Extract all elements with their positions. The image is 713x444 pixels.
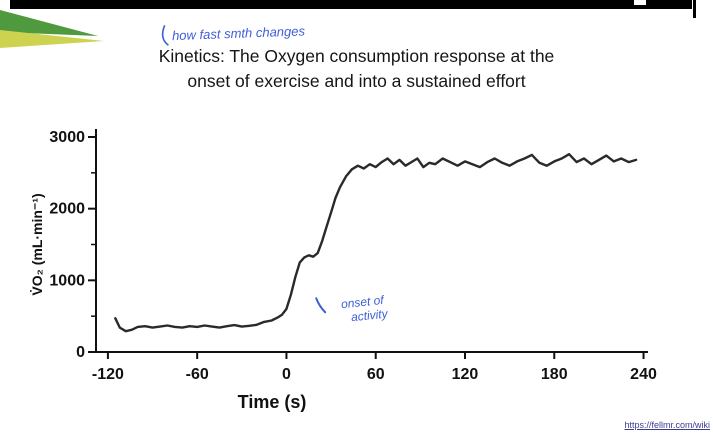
x-axis-label: Time (s): [238, 392, 307, 412]
y-tick-label: 0: [76, 344, 85, 361]
top-banner-notch: [634, 0, 646, 5]
onset-mark: [315, 297, 327, 314]
vo2-series-line: [114, 153, 638, 333]
x-tick-label: 0: [282, 366, 291, 383]
source-link[interactable]: https://fellmr.com/wiki: [624, 420, 710, 430]
y-tick-label: 1000: [49, 272, 85, 289]
onset-annotation-text: onset of: [340, 293, 386, 312]
top-banner-bar: [10, 0, 692, 9]
slide-right-edge: [693, 0, 696, 18]
x-tick-label: -60: [186, 366, 209, 383]
x-tick-label: 180: [541, 366, 568, 383]
y-tick-label: 2000: [49, 201, 85, 218]
y-tick-label: 3000: [49, 129, 85, 146]
y-axis-label: V̇O₂ (mL·min⁻¹): [29, 193, 45, 295]
x-tick-label: -120: [92, 366, 124, 383]
handwritten-curve-mark: [161, 25, 169, 46]
x-tick-label: 240: [630, 366, 657, 383]
green-stripe: [0, 10, 98, 36]
handwritten-note-text: how fast smth changes: [171, 22, 306, 43]
vo2-kinetics-chart: -120 -60 0 60 120 180 240 0 1000 2000 3000 Time (s)…: [29, 129, 657, 412]
slide-title-line-2: onset of exercise and into a sustained e…: [187, 71, 526, 92]
x-tick-label: 60: [367, 366, 385, 383]
handwritten-note: how fast smth changes: [158, 17, 306, 48]
x-tick-label: 120: [452, 366, 479, 383]
yellow-stripe: [0, 30, 104, 48]
slide-title-line-1: Kinetics: The Oxygen consumption respons…: [158, 46, 555, 66]
onset-annotation-text: activity: [350, 306, 389, 324]
slide-title: Kinetics: The Oxygen consumption respons…: [0, 44, 713, 95]
corner-stripes-decoration: [0, 10, 104, 48]
